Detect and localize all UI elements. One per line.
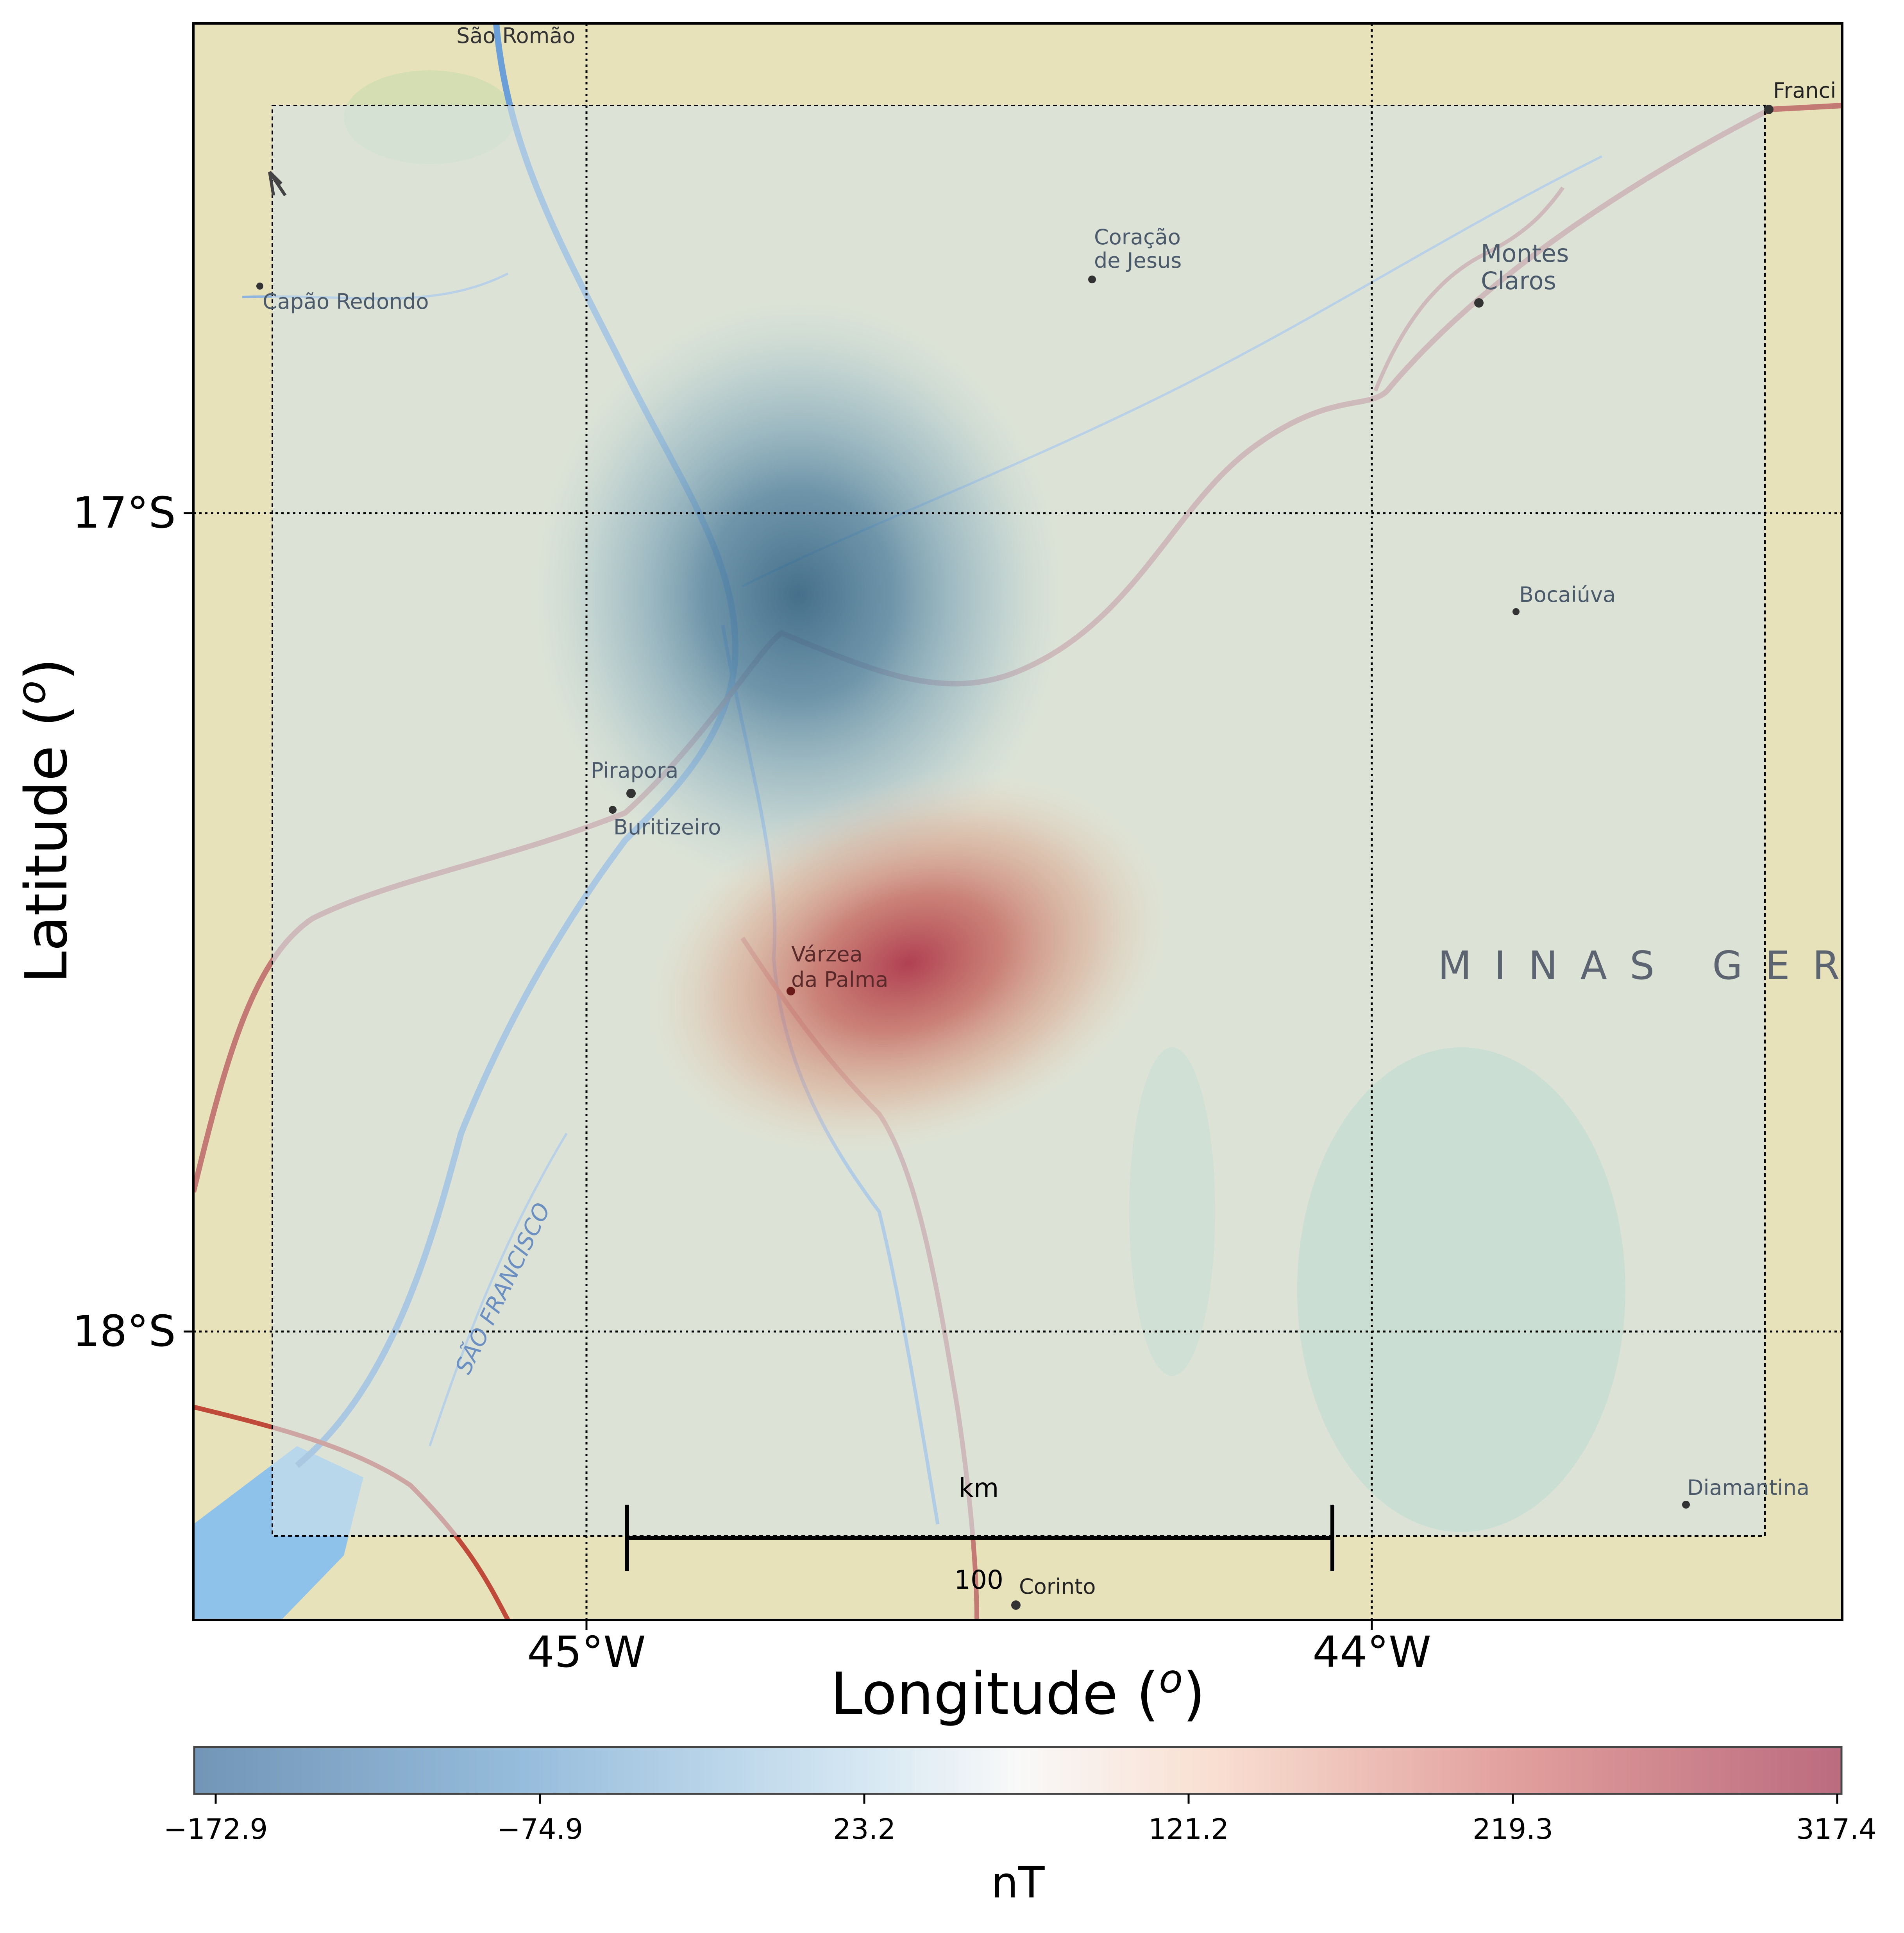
place-label-buritizeiro: Buritizeiro [613,815,721,839]
colorbar-label: nT [991,1858,1045,1908]
place-label-coracao: Coração [1094,225,1181,249]
place-label-montes: Montes [1481,239,1569,268]
x-axis-label: Longitude (o) [830,1656,1205,1727]
place-label-claros: Claros [1481,267,1556,295]
place-label-de-jesus: de Jesus [1094,248,1182,273]
town-marker [1682,1501,1690,1509]
place-label-capao-redondo: Capão Redondo [263,289,429,314]
town-marker [1764,105,1773,114]
scale-bar [625,1505,1334,1571]
colorbar-gradient [193,1746,1843,1795]
place-markers [256,105,1773,1610]
y-tick-label-18s: 18°S [72,1306,176,1356]
place-label-bocaiuva: Bocaiúva [1519,582,1616,607]
town-marker [626,789,636,798]
place-label-varzea: Várzea [791,942,863,966]
town-marker [609,806,617,814]
town-marker [1011,1600,1021,1610]
gridlines [193,23,1842,1620]
place-label-minas-gerais: MINAS GER [1438,943,1862,988]
y-tick-label-17s: 17°S [72,488,176,538]
colorbar-ticks [215,1794,1838,1804]
place-label-corinto: Corinto [1019,1574,1096,1599]
place-label-diamantina: Diamantina [1687,1475,1809,1500]
scale-bar-unit: km [959,1473,999,1503]
scale-bar-value: 100 [954,1565,1003,1595]
colorbar-tick-label: 121.2 [1148,1813,1229,1845]
place-label-pirapora: Pirapora [591,758,678,783]
town-marker [1088,276,1096,283]
place-label-franci: Franci [1773,78,1836,103]
colorbar-tick-label: −74.9 [497,1813,583,1845]
x-tick-label-44w: 44°W [1312,1627,1431,1677]
x-tick-label-45w: 45°W [527,1627,646,1677]
negative-anomaly [533,298,1064,892]
town-marker [1474,298,1484,308]
axis-ticks [184,512,1373,1630]
place-label-sao-romao: São Romão [456,23,575,48]
colorbar-tick-label: 317.4 [1796,1813,1877,1845]
place-label-da-palma: da Palma [791,967,888,992]
north-arrow-icon [268,171,287,197]
map-frame [192,22,1843,1621]
colorbar-tick-label: 23.2 [833,1813,896,1845]
anomaly-overlay [272,105,1766,1537]
town-marker [787,987,795,995]
town-marker [1512,608,1520,615]
colorbar-tick-label: −172.9 [164,1813,268,1845]
colorbar-tick-label: 219.3 [1473,1813,1553,1845]
y-axis-label: Latitude (o) [9,658,80,984]
colorbar: −172.9 −74.9 23.2 121.2 219.3 317.4 nT [164,1746,1877,1908]
town-marker [256,283,263,290]
positive-anomaly [642,769,1175,1158]
